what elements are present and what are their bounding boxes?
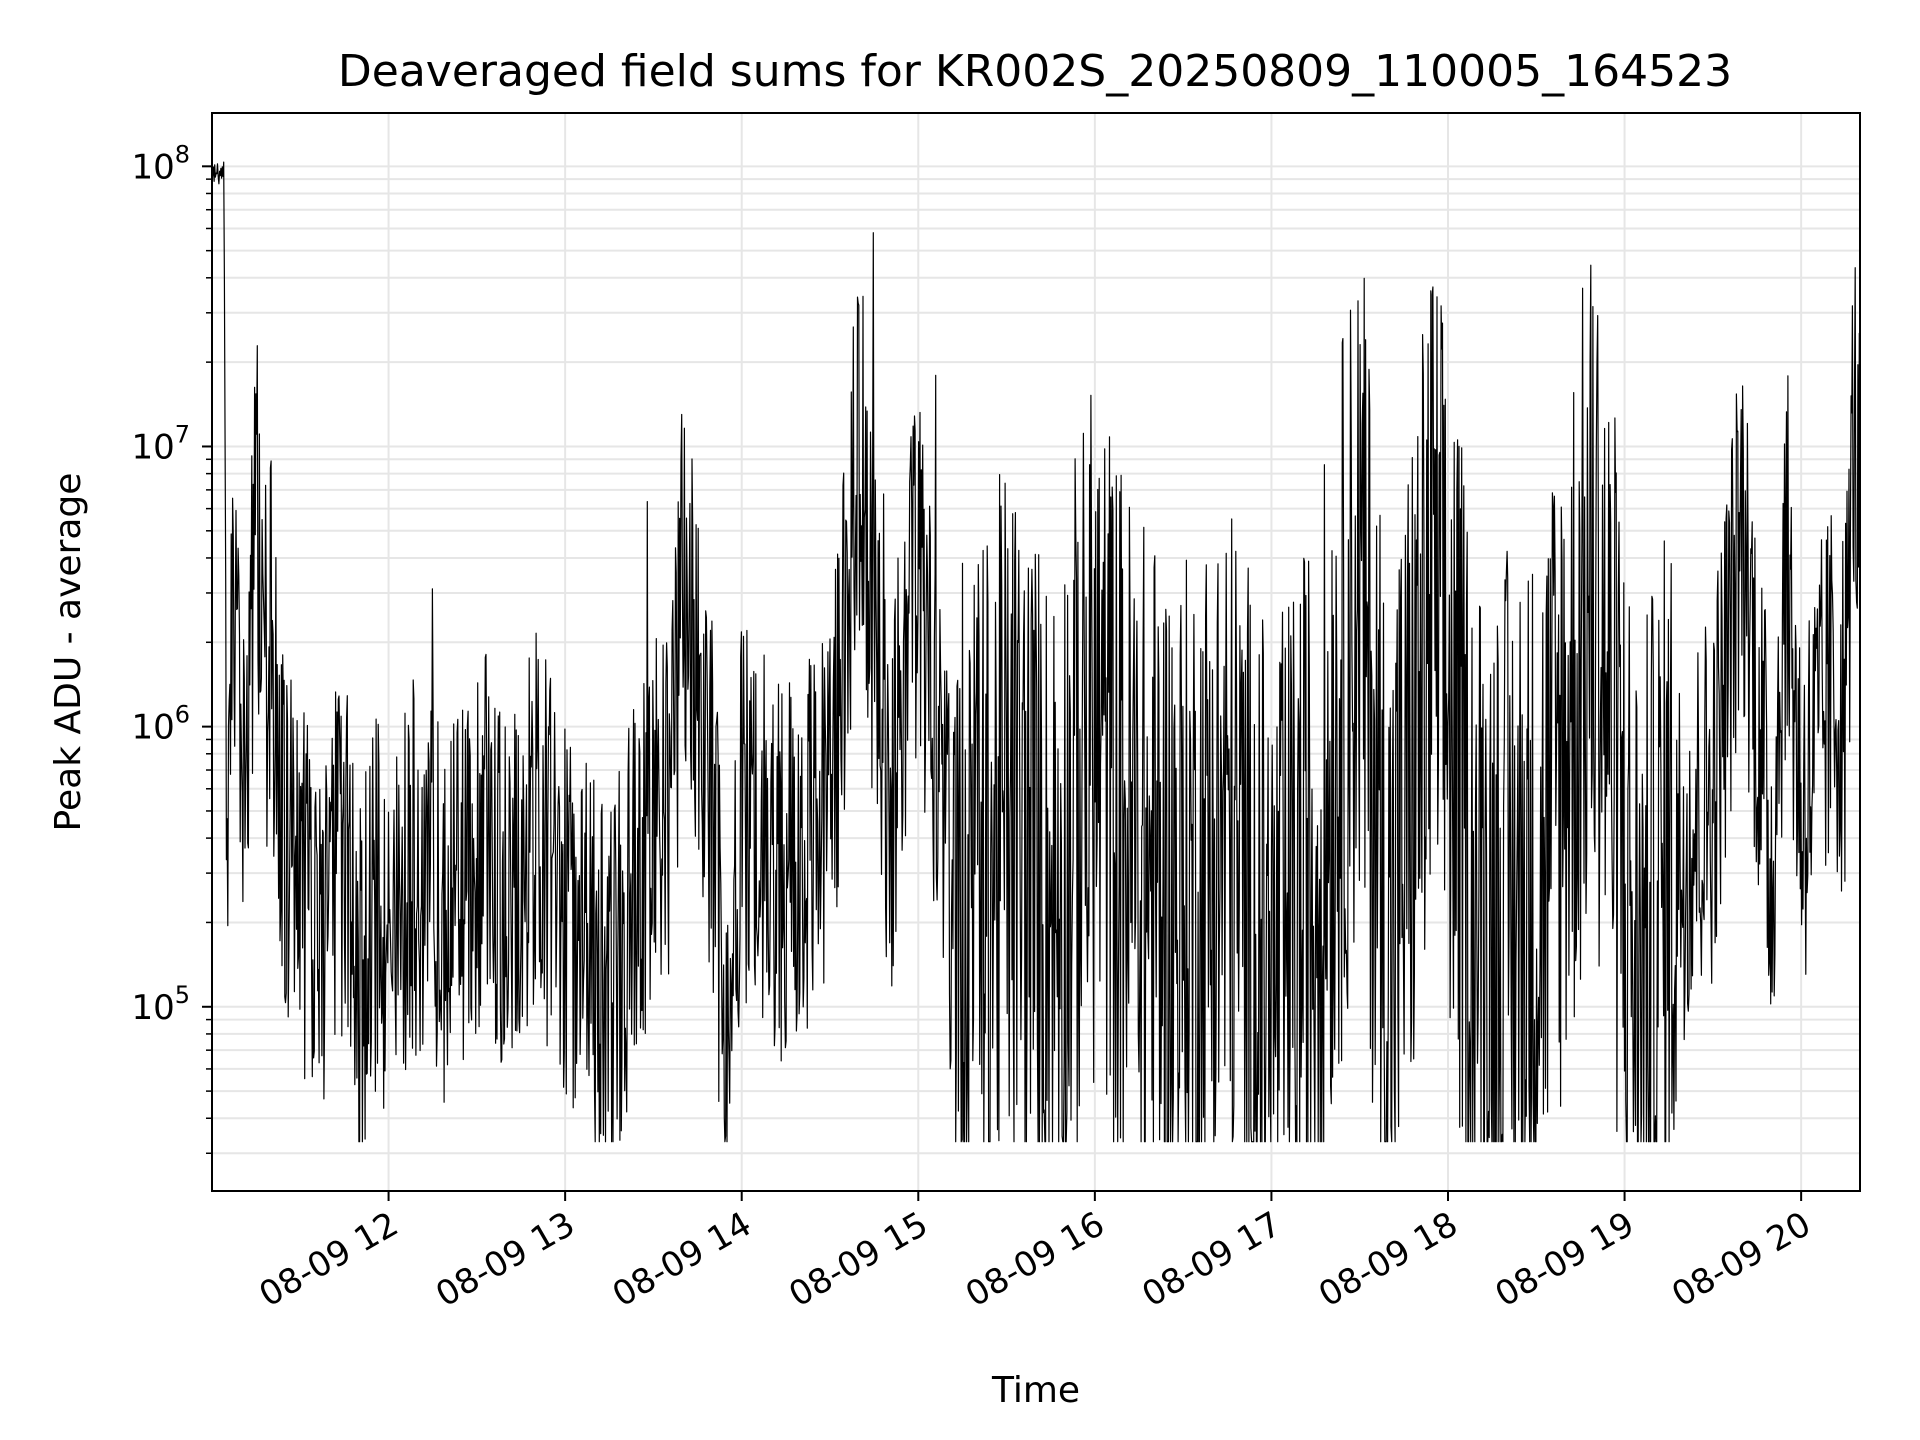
data-layer (211, 161, 1861, 1143)
y-tick-label: 107 (131, 420, 190, 467)
x-axis-label: Time (991, 1370, 1080, 1411)
y-tick-label: 105 (131, 981, 190, 1028)
y-axis-label: Peak ADU - average (48, 473, 89, 832)
chart-title: Deaveraged field sums for KR002S_2025080… (338, 46, 1732, 97)
series-line (211, 161, 1861, 1143)
y-tick-label: 106 (131, 701, 190, 748)
plot-frame (211, 112, 1861, 1192)
y-tick-label: 108 (131, 140, 190, 187)
y-axis: 105 106 107 108 (131, 140, 212, 1155)
